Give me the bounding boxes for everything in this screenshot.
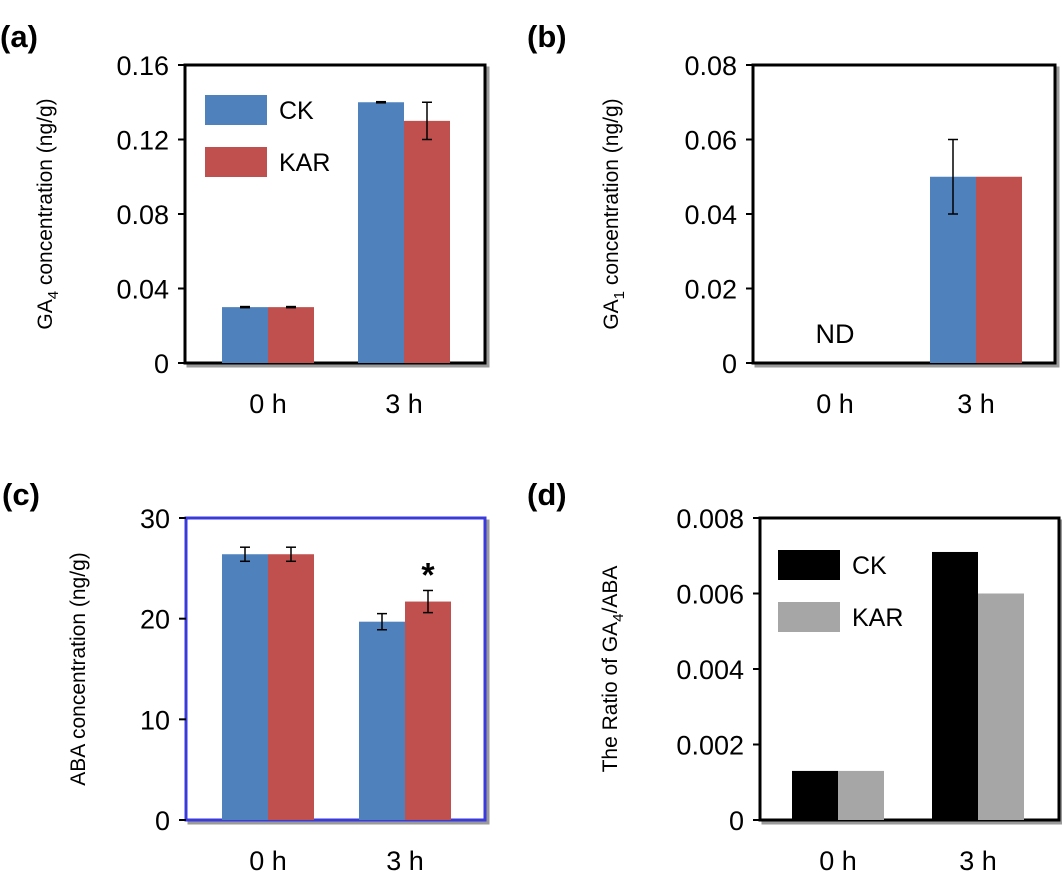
legend-label: KAR (852, 604, 903, 632)
y-tick-label: 0.02 (684, 275, 737, 305)
legend-label: KAR (279, 149, 330, 177)
bar-kar (404, 120, 450, 363)
y-tick-label: 0 (729, 806, 744, 836)
y-axis-label-text: ABA concentration (ng/g) (67, 552, 90, 785)
y-axis-label-subscript: 1 (611, 291, 628, 299)
y-axis-label-text: concentration (ng/g) (34, 98, 57, 291)
y-axis-label-text: GA (34, 299, 57, 329)
y-tick-label: 30 (140, 504, 170, 534)
legend-swatch-kar (778, 602, 840, 632)
bar-kar (405, 601, 451, 820)
y-tick-label: 0.16 (116, 51, 169, 81)
y-axis-label-text: The Ratio of GA (599, 622, 622, 773)
y-tick-label: 0.06 (684, 126, 737, 156)
y-tick-label: 10 (140, 705, 170, 735)
y-tick-label: 0.04 (684, 200, 737, 230)
not-detected-label: ND (816, 319, 855, 349)
y-tick-label: 0.04 (116, 275, 169, 305)
x-tick-label: 0 h (816, 389, 854, 419)
bar-kar (976, 176, 1022, 363)
y-axis-label: The Ratio of GA4/ABA (599, 566, 627, 773)
x-tick-label: 3 h (959, 846, 997, 873)
panel-label: (a) (0, 19, 38, 54)
panel-label: (b) (527, 19, 567, 54)
y-tick-label: 0.08 (116, 200, 169, 230)
x-tick-label: 3 h (957, 389, 995, 419)
x-tick-label: 3 h (385, 389, 423, 419)
bar-kar (268, 307, 314, 363)
y-tick-label: 0.008 (676, 504, 744, 534)
y-axis-label: GA4 concentration (ng/g) (34, 98, 62, 329)
bar-ck (222, 307, 268, 363)
y-axis-label: ABA concentration (ng/g) (67, 552, 90, 785)
y-axis-label: GA1 concentration (ng/g) (600, 98, 628, 329)
legend-swatch-ck (205, 95, 267, 125)
y-tick-label: 0 (154, 349, 169, 379)
y-tick-label: 20 (140, 605, 170, 635)
y-axis-label-subscript: 4 (610, 613, 627, 621)
y-tick-label: 0.12 (116, 126, 169, 156)
chart-panel-b: (b) 0 0.02 0.04 0.06 0.08 0 h 3 h GA1 concentrat… (527, 19, 1060, 419)
x-tick-label: 0 h (249, 389, 287, 419)
y-tick-label: 0.006 (676, 580, 744, 610)
panel-label: (c) (2, 477, 40, 512)
bar-kar (978, 593, 1024, 820)
bar-ck (222, 554, 268, 820)
y-axis-label-text: /ABA (599, 566, 622, 614)
chart-panel-d: (d) 0 0.002 0.004 0.006 0.008 0 h 3 h The Ratio … (527, 477, 1062, 873)
chart-panel-c: (c) 0 10 20 30 0 h 3 h ABA concentration (ng/g)… (2, 477, 490, 873)
significance-asterisk: * (421, 556, 435, 594)
legend-swatch-kar (205, 147, 267, 177)
x-tick-label: 0 h (249, 846, 287, 873)
x-tick-label: 0 h (819, 846, 857, 873)
bar-kar (838, 770, 884, 820)
chart-panel-a: (a) 0 0.04 0.08 0.12 0.16 0 h 3 h GA4 concentrat… (0, 19, 490, 419)
bar-ck (359, 621, 405, 820)
x-tick-label: 3 h (386, 846, 424, 873)
y-axis-label-text: concentration (ng/g) (600, 98, 623, 291)
bar-ck (792, 770, 838, 820)
y-tick-label: 0.08 (684, 51, 737, 81)
legend-label: CK (279, 97, 314, 125)
y-axis-label-text: GA (600, 299, 623, 329)
y-tick-label: 0.002 (676, 731, 744, 761)
y-axis-label-subscript: 4 (45, 291, 62, 299)
panel-label: (d) (527, 477, 567, 512)
bar-ck (932, 551, 978, 820)
y-tick-label: 0.004 (676, 655, 744, 685)
legend-swatch-ck (778, 550, 840, 580)
bar-kar (268, 554, 314, 820)
y-tick-label: 0 (155, 806, 170, 836)
legend-label: CK (852, 552, 887, 580)
y-tick-label: 0 (722, 349, 737, 379)
bar-ck (358, 102, 404, 363)
